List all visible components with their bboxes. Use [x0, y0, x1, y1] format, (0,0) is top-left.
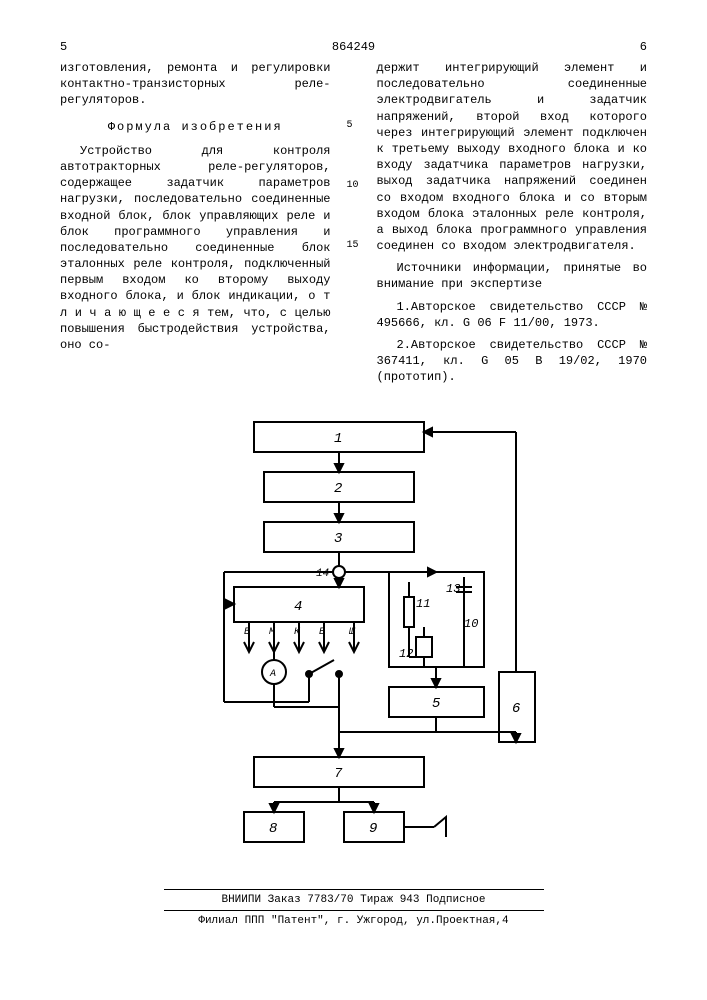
label-4: 4 — [294, 599, 302, 615]
pin-v: В — [244, 627, 250, 638]
label-10: 10 — [464, 617, 478, 631]
right-column: держит интегрирующий элемент и последова… — [377, 60, 648, 392]
pin-b: Б — [319, 627, 326, 638]
label-1: 1 — [334, 431, 342, 447]
lineno-10: 10 — [347, 180, 359, 191]
lineno-5: 5 — [347, 120, 353, 131]
right-p1: держит интегрирующий элемент и последова… — [377, 60, 648, 254]
left-column: изготовления, ремонта и регулировки конт… — [60, 60, 331, 392]
pin-sh: Ш — [348, 627, 356, 638]
pin-m: М — [269, 627, 276, 638]
label-5: 5 — [432, 696, 441, 712]
label-14: 14 — [316, 568, 329, 580]
left-p1: изготовления, ремонта и регулировки конт… — [60, 60, 331, 109]
label-8: 8 — [269, 821, 277, 837]
doc-number: 864249 — [332, 40, 375, 54]
label-3: 3 — [334, 531, 342, 547]
text-columns: изготовления, ремонта и регулировки конт… — [60, 60, 647, 392]
label-11: 11 — [416, 597, 430, 611]
label-12: 12 — [399, 647, 413, 661]
footer: ВНИИПИ Заказ 7783/70 Тираж 943 Подписное… — [0, 885, 707, 930]
page: 5 864249 6 изготовления, ремонта и регул… — [0, 0, 707, 912]
source-1: 1.Авторское свидетельство СССР № 495666,… — [377, 299, 648, 331]
footer-line1: ВНИИПИ Заказ 7783/70 Тираж 943 Подписное — [0, 894, 707, 906]
line-number-gutter: 5 10 15 — [347, 60, 361, 392]
formula-heading: Формула изобретения — [60, 119, 331, 135]
label-7: 7 — [334, 766, 343, 782]
sources-heading: Источники информации, принятые во вниман… — [377, 260, 648, 292]
block-diagram: 1 2 3 4 5 6 7 8 9 10 11 12 13 14 В М К Б… — [164, 412, 544, 882]
footer-line2: Филиал ППП "Патент", г. Ужгород, ул.Прое… — [0, 915, 707, 927]
lineno-15: 15 — [347, 240, 359, 251]
ammeter-a: А — [269, 669, 276, 680]
label-6: 6 — [512, 701, 520, 717]
left-p2: Устройство для контроля автотракторных р… — [60, 143, 331, 353]
label-9: 9 — [369, 821, 377, 837]
page-num-left: 5 — [60, 40, 67, 54]
header: 5 864249 6 — [60, 40, 647, 54]
source-2: 2.Авторское свидетельство СССР № 367411,… — [377, 337, 648, 386]
page-num-right: 6 — [640, 40, 647, 54]
pin-k: К — [294, 627, 301, 638]
label-13: 13 — [446, 582, 460, 596]
label-2: 2 — [334, 481, 342, 497]
